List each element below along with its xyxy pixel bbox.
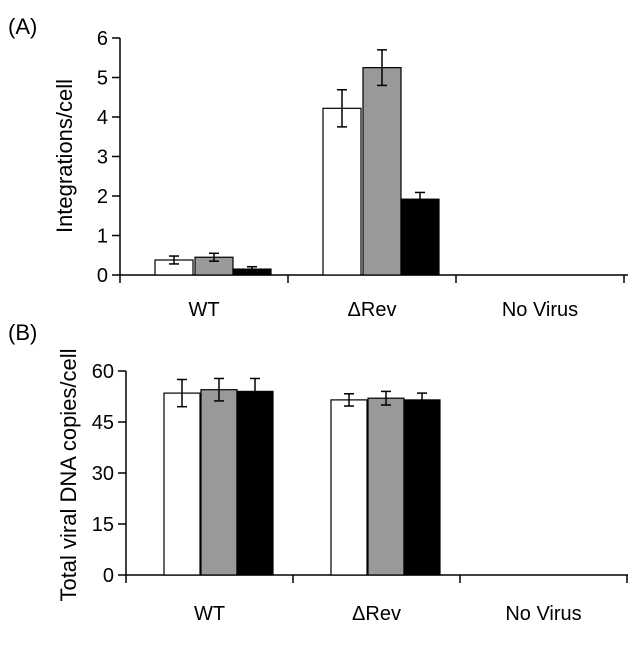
x-category-label: ΔRev — [352, 603, 401, 625]
bar — [403, 399, 441, 576]
panel-b-chart: 0 15 30 45 60 WT ΔRev No Virus — [92, 361, 628, 625]
bar — [362, 67, 402, 276]
x-category-label: ΔRev — [348, 299, 397, 321]
x-category-label: WT — [188, 299, 219, 321]
bar — [400, 198, 440, 276]
y-tick-label: 0 — [97, 265, 108, 287]
panel-a-y-axis-label: Integrations/cell — [52, 79, 77, 233]
bar — [200, 389, 238, 576]
panel-b-y-axis-label: Total viral DNA copies/cell — [56, 348, 81, 601]
bar — [367, 397, 405, 576]
bar — [163, 392, 201, 576]
panel-b-label: (B) — [8, 320, 37, 345]
y-tick-label: 3 — [97, 147, 108, 169]
y-tick-label: 30 — [92, 463, 114, 485]
y-tick-label: 2 — [97, 186, 108, 208]
bar — [330, 399, 368, 576]
y-tick-label: 15 — [92, 514, 114, 536]
y-tick-label: 60 — [92, 361, 114, 383]
y-tick-label: 4 — [97, 107, 108, 129]
y-tick-label: 1 — [97, 226, 108, 248]
y-tick-label: 45 — [92, 412, 114, 434]
x-category-label: No Virus — [502, 299, 578, 321]
x-category-label: No Virus — [505, 603, 581, 625]
y-tick-label: 6 — [97, 28, 108, 50]
panel-a-label: (A) — [8, 14, 37, 39]
bar — [322, 107, 362, 276]
x-category-label: WT — [194, 603, 225, 625]
y-tick-label: 5 — [97, 68, 108, 90]
bar — [236, 390, 274, 576]
panel-a-chart: 0 1 2 3 4 5 6 WT ΔRev No Virus — [97, 28, 628, 321]
y-tick-label: 0 — [103, 565, 114, 587]
